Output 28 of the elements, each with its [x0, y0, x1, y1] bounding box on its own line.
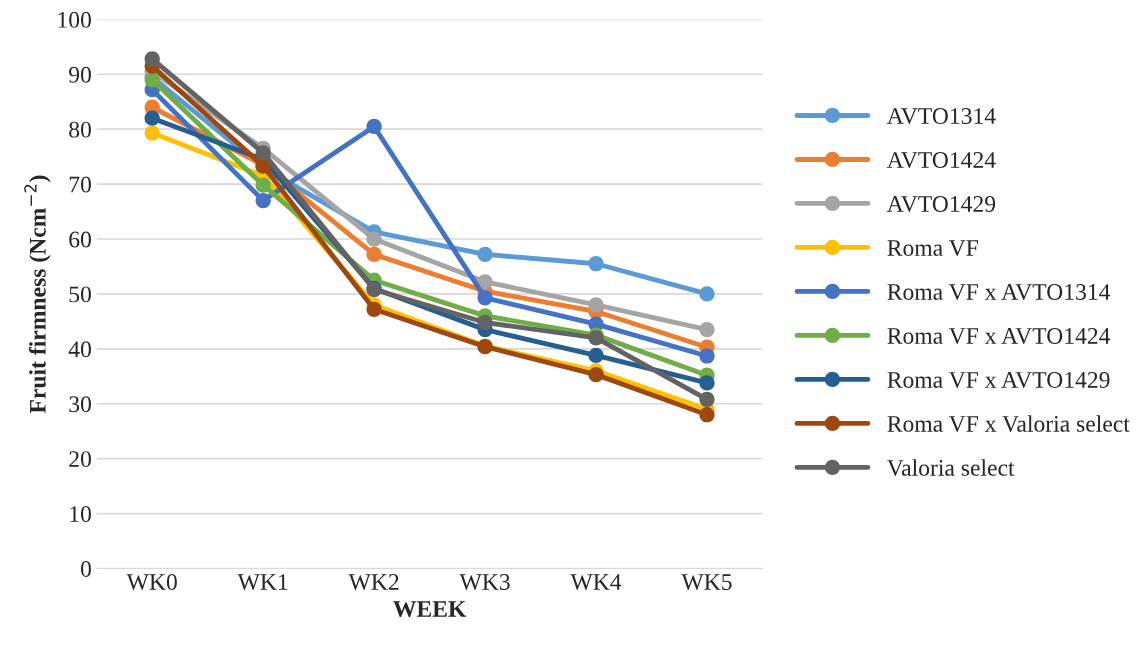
x-axis-title: WEEK	[393, 601, 467, 618]
legend-label: Valoria select	[887, 459, 1015, 476]
x-tick-label: WK4	[570, 574, 622, 591]
legend-label: Roma VF x AVTO1424	[887, 328, 1111, 345]
y-tick-label: 80	[69, 121, 91, 138]
y-tick-label: 50	[69, 286, 91, 303]
legend-label: AVTO1424	[886, 152, 996, 169]
y-tick-label: 40	[68, 341, 91, 358]
y-tick-label: 10	[70, 506, 91, 522]
x-tick-label: WK1	[237, 574, 288, 591]
y-tick-label: 0	[80, 560, 91, 577]
y-tick-label: 30	[69, 396, 91, 413]
x-tick-label: WK0	[126, 574, 177, 591]
y-tick-label: 60	[69, 231, 91, 248]
x-tick-label: WK2	[348, 574, 399, 591]
legend-label: Roma VF	[887, 240, 978, 257]
y-tick-label: 90	[69, 66, 91, 83]
y-tick-label: 70	[69, 176, 91, 193]
legend-label: Roma VF x Valoria select	[887, 415, 1130, 432]
legend-label: AVTO1314	[886, 108, 996, 125]
legend-label: Roma VF x AVTO1314	[887, 284, 1111, 301]
y-tick-label: 20	[69, 451, 91, 468]
x-tick-label: WK3	[459, 574, 510, 591]
legend-label: Roma VF x AVTO1429	[887, 372, 1110, 389]
legend-label: AVTO1429	[886, 196, 996, 213]
y-axis-title: Fruit firmness (Ncm$^{−2}$)	[24, 175, 51, 414]
y-tick-label: 100	[58, 11, 91, 28]
x-tick-label: WK5	[681, 574, 732, 591]
